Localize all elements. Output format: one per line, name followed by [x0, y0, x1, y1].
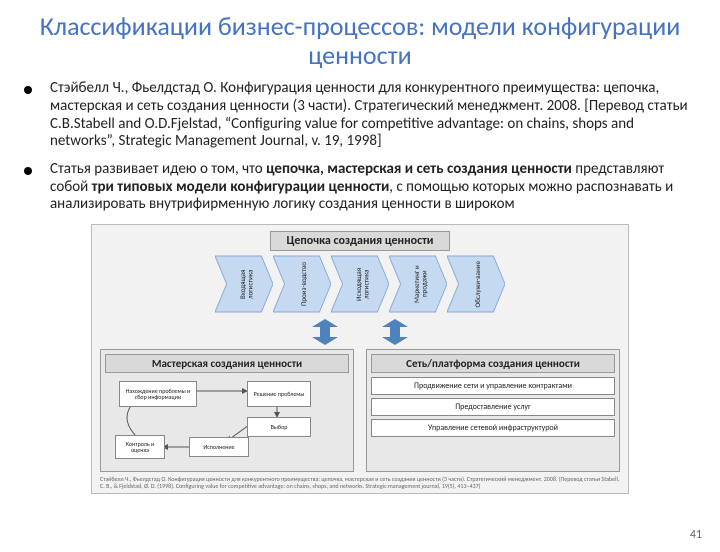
chain-title: Цепочка создания ценности [270, 231, 451, 251]
chain-step-1: Входящая логистика [215, 255, 273, 313]
shop-box: Решение проблемы [247, 381, 311, 407]
chain-step-4: Маркетинг и продажи [389, 255, 447, 313]
shop-box: Исполнение [189, 437, 249, 457]
shop-diagram: Нахождение проблемы и сбор информации Ре… [105, 377, 349, 467]
chain-step-2: Произ-водство [273, 255, 331, 313]
b2-text: Статья развивает идею о том, что [50, 160, 266, 178]
network-row: Предоставление услуг [371, 398, 615, 416]
network-title: Сеть/платформа создания ценности [371, 354, 615, 373]
chain-step-3: Исходящая логистика [331, 255, 389, 313]
figure-citation: Стэйбелл Ч., Фьелдстад О. Конфигурация ц… [100, 476, 620, 489]
bullet-1: Стэйбелл Ч., Фьелдстад О. Конфигурация ц… [36, 80, 694, 151]
chain-label: Произ-водство [300, 262, 307, 306]
slide-title: Классификации бизнес-процессов: модели к… [20, 12, 700, 70]
network-row: Продвижение сети и управление контрактам… [371, 377, 615, 395]
chain-label: Исходящая логистика [355, 255, 370, 313]
shop-title: Мастерская создания ценности [105, 354, 349, 373]
shop-panel: Мастерская создания ценности Нахождение … [100, 349, 354, 472]
chain-label: Обслужи-вание [474, 261, 481, 308]
chain-label: Маркетинг и продажи [413, 255, 428, 313]
arrow-row [100, 319, 620, 345]
bullet-2: Статья развивает идею о том, что цепочка… [36, 161, 694, 214]
bullet-list: Стэйбелл Ч., Фьелдстад О. Конфигурация ц… [36, 80, 694, 214]
value-chain: Входящая логистика Произ-водство Исходящ… [215, 255, 505, 313]
value-config-figure: Цепочка создания ценности Входящая логис… [91, 224, 629, 494]
network-row: Управление сетевой инфраструктурой [371, 419, 615, 437]
b2-bold-1: цепочка, мастерская и сеть создания ценн… [266, 160, 572, 178]
shop-box: Контроль и оценка [115, 435, 165, 459]
shop-box: Выбор [247, 417, 311, 437]
double-arrow-icon [378, 319, 412, 345]
shop-box: Нахождение проблемы и сбор информации [119, 381, 197, 407]
network-panel: Сеть/платформа создания ценности Продвиж… [366, 349, 620, 472]
b2-bold-2: три типовых модели конфигурации ценности [92, 178, 390, 196]
double-arrow-icon [308, 319, 342, 345]
chain-step-5: Обслужи-вание [447, 255, 505, 313]
chain-label: Входящая логистика [239, 255, 254, 313]
